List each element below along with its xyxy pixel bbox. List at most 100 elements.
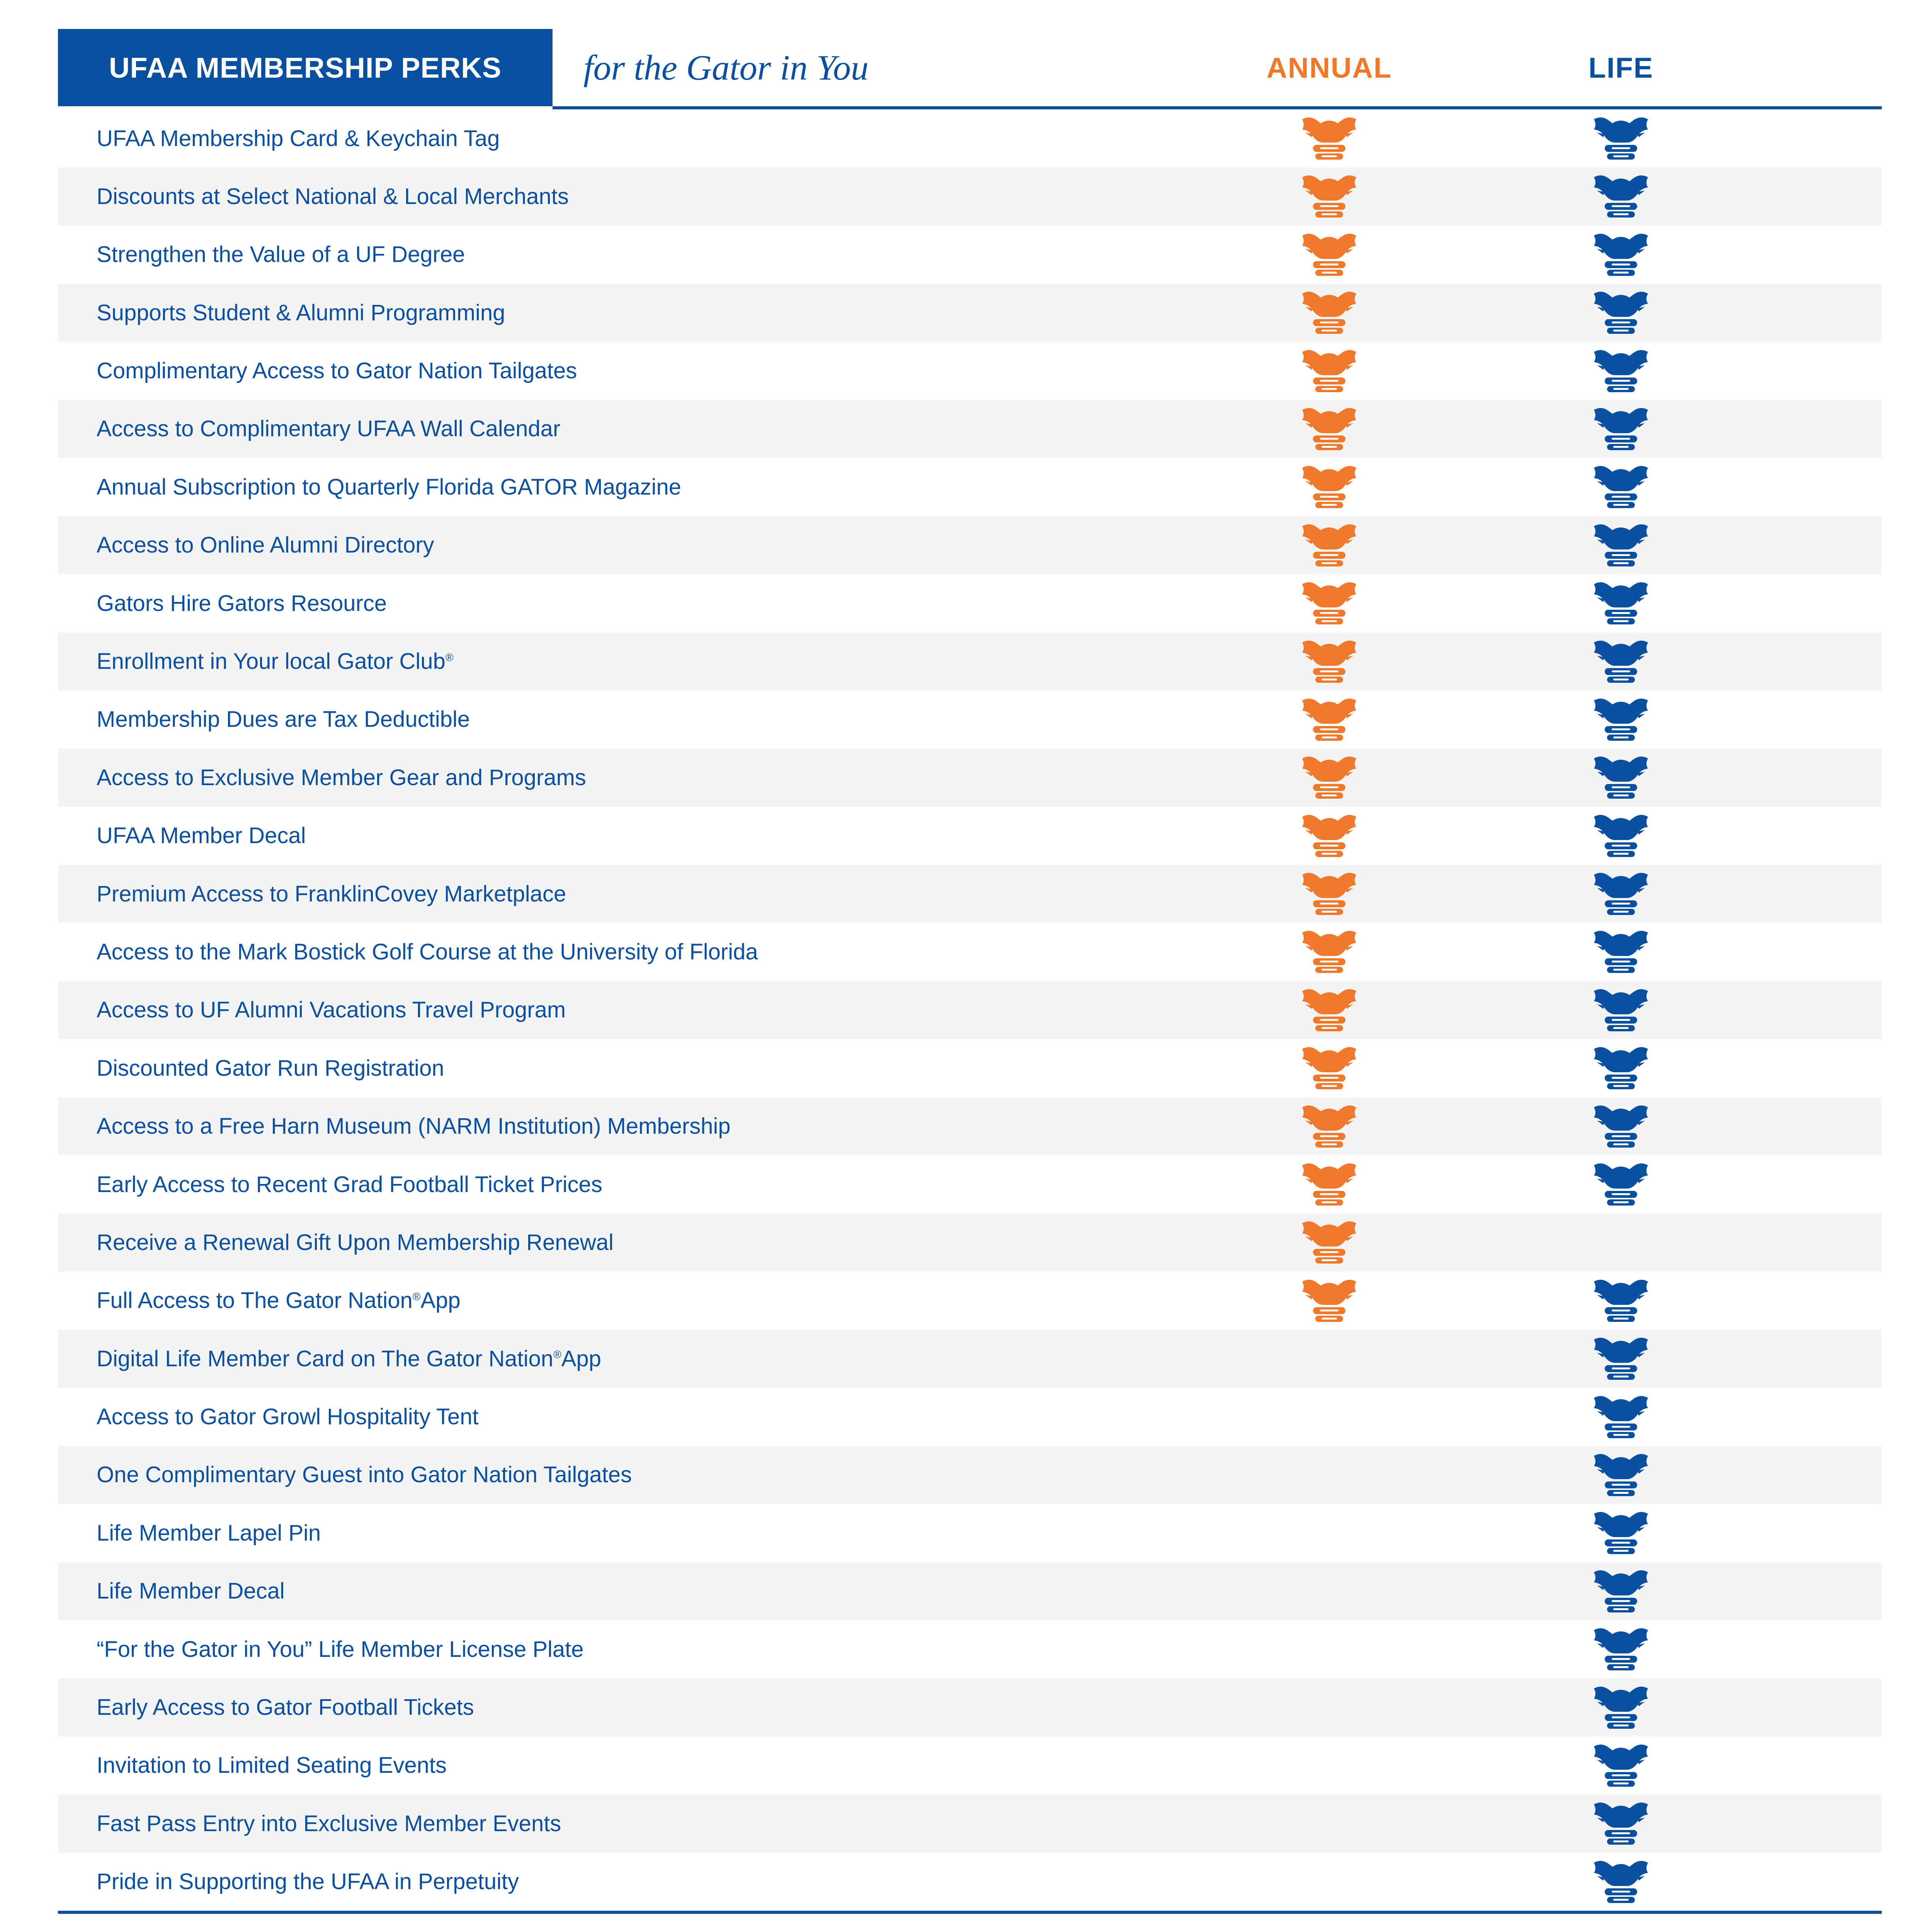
- perks-list: UFAA Membership Card & Keychain Tag Disco…: [58, 109, 1882, 1911]
- gator-head-icon: [1590, 347, 1652, 395]
- table-row: Fast Pass Entry into Exclusive Member Ev…: [58, 1794, 1882, 1853]
- perk-label-text: Premium Access to FranklinCovey Marketpl…: [97, 881, 566, 906]
- registered-mark: ®: [553, 1349, 561, 1361]
- gator-head-icon: [1590, 1567, 1652, 1616]
- gator-head-icon: [1590, 1276, 1652, 1325]
- perk-label-text: Pride in Supporting the UFAA in Perpetui…: [97, 1869, 519, 1895]
- table-row: Gators Hire Gators Resource: [58, 574, 1882, 632]
- gator-head-icon: [1590, 1857, 1652, 1906]
- perk-label-text: Fast Pass Entry into Exclusive Member Ev…: [97, 1811, 561, 1836]
- gator-head-icon: [1298, 230, 1360, 279]
- perk-label-text: UFAA Membership Card & Keychain Tag: [97, 126, 500, 151]
- registered-mark: ®: [412, 1290, 421, 1303]
- gator-head-icon: [1298, 1218, 1360, 1267]
- perk-label: Gators Hire Gators Resource: [97, 574, 387, 632]
- table-row: Life Member Decal: [58, 1562, 1882, 1621]
- perk-label-text: Discounted Gator Run Registration: [97, 1055, 444, 1081]
- perk-label: Early Access to Gator Football Tickets: [97, 1679, 474, 1736]
- perk-label-text: Full Access to The Gator Nation: [97, 1288, 413, 1313]
- perk-label: Access to a Free Harn Museum (NARM Insti…: [97, 1097, 731, 1155]
- perk-label: Life Member Lapel Pin: [97, 1504, 321, 1562]
- perk-label: Discounted Gator Run Registration: [97, 1039, 444, 1097]
- perk-label-text: Early Access to Gator Football Tickets: [97, 1695, 474, 1720]
- gator-head-icon: [1298, 1160, 1360, 1209]
- gator-head-icon: [1590, 753, 1652, 802]
- perk-label-text: Access to UF Alumni Vacations Travel Pro…: [97, 997, 566, 1023]
- table-row: Receive a Renewal Gift Upon Membership R…: [58, 1213, 1882, 1272]
- gator-head-icon: [1590, 521, 1652, 570]
- table-row: Pride in Supporting the UFAA in Perpetui…: [58, 1853, 1882, 1911]
- perk-label-text: Membership Dues are Tax Deductible: [97, 707, 470, 732]
- gator-head-icon: [1590, 288, 1652, 337]
- table-row: UFAA Membership Card & Keychain Tag: [58, 109, 1882, 167]
- perk-label-text: UFAA Member Decal: [97, 823, 306, 849]
- table-row: “For the Gator in You” Life Member Licen…: [58, 1620, 1882, 1678]
- table-row: Access to the Mark Bostick Golf Course a…: [58, 923, 1882, 981]
- perk-label: Access to UF Alumni Vacations Travel Pro…: [97, 981, 566, 1039]
- table-row: Access to Online Alumni Directory: [58, 516, 1882, 575]
- gator-head-icon: [1590, 869, 1652, 918]
- perk-label: Pride in Supporting the UFAA in Perpetui…: [97, 1853, 519, 1911]
- table-row: Supports Student & Alumni Programming: [58, 284, 1882, 342]
- gator-head-icon: [1298, 405, 1360, 453]
- perk-label: Early Access to Recent Grad Football Tic…: [97, 1155, 602, 1213]
- perk-label-text: Enrollment in Your local Gator Club: [97, 649, 446, 674]
- perk-label: Full Access to The Gator Nation ® App: [97, 1272, 461, 1330]
- gator-head-icon: [1298, 579, 1360, 628]
- table-row: Enrollment in Your local Gator Club ®: [58, 632, 1882, 690]
- perk-label: Supports Student & Alumni Programming: [97, 284, 505, 342]
- perks-table: UFAA MEMBERSHIP PERKS for the Gator in Y…: [58, 29, 1882, 1914]
- perk-label: Digital Life Member Card on The Gator Na…: [97, 1330, 601, 1388]
- gator-head-icon: [1298, 753, 1360, 802]
- perk-label-text: Gators Hire Gators Resource: [97, 590, 387, 616]
- table-row: Access to Gator Growl Hospitality Tent: [58, 1388, 1882, 1446]
- gator-head-icon: [1590, 1799, 1652, 1848]
- table-row: Access to UF Alumni Vacations Travel Pro…: [58, 981, 1882, 1039]
- gator-head-icon: [1590, 1451, 1652, 1499]
- gator-head-icon: [1298, 1102, 1360, 1151]
- gator-head-icon: [1590, 1683, 1652, 1732]
- perk-label: Discounts at Select National & Local Mer…: [97, 167, 569, 225]
- perk-label-text: Early Access to Recent Grad Football Tic…: [97, 1172, 602, 1197]
- gator-head-icon: [1590, 1044, 1652, 1092]
- table-row: Digital Life Member Card on The Gator Na…: [58, 1330, 1882, 1388]
- perk-label: UFAA Member Decal: [97, 807, 306, 865]
- gator-head-icon: [1590, 695, 1652, 744]
- perk-label: Enrollment in Your local Gator Club ®: [97, 633, 453, 690]
- table-row: Complimentary Access to Gator Nation Tai…: [58, 342, 1882, 400]
- table-row: Access to Complimentary UFAA Wall Calend…: [58, 400, 1882, 458]
- registered-mark: ®: [445, 651, 454, 663]
- perk-label: Membership Dues are Tax Deductible: [97, 690, 470, 748]
- gator-head-icon: [1590, 811, 1652, 860]
- perk-label-text: “For the Gator in You” Life Member Licen…: [97, 1636, 584, 1662]
- perk-label: “For the Gator in You” Life Member Licen…: [97, 1620, 584, 1678]
- gator-head-icon: [1590, 1160, 1652, 1209]
- perk-label-text: Invitation to Limited Seating Events: [97, 1753, 447, 1778]
- gator-head-icon: [1298, 1044, 1360, 1092]
- perk-label: Access to Complimentary UFAA Wall Calend…: [97, 400, 560, 458]
- perk-label-text: Digital Life Member Card on The Gator Na…: [97, 1346, 554, 1371]
- table-row: Strengthen the Value of a UF Degree: [58, 226, 1882, 284]
- perk-label-text: Access to Gator Growl Hospitality Tent: [97, 1404, 479, 1430]
- perk-label: Complimentary Access to Gator Nation Tai…: [97, 342, 577, 400]
- perk-label: Premium Access to FranklinCovey Marketpl…: [97, 865, 566, 923]
- perk-label-text: Access to Online Alumni Directory: [97, 532, 434, 558]
- gator-head-icon: [1590, 230, 1652, 279]
- gator-head-icon: [1590, 1741, 1652, 1790]
- gator-head-icon: [1298, 288, 1360, 337]
- gator-head-icon: [1590, 1102, 1652, 1151]
- table-row: One Complimentary Guest into Gator Natio…: [58, 1446, 1882, 1504]
- perk-label-text: Complimentary Access to Gator Nation Tai…: [97, 358, 577, 384]
- table-row: Annual Subscription to Quarterly Florida…: [58, 458, 1882, 516]
- table-row: Premium Access to FranklinCovey Marketpl…: [58, 865, 1882, 923]
- perk-label: Strengthen the Value of a UF Degree: [97, 226, 465, 284]
- table-header: UFAA MEMBERSHIP PERKS for the Gator in Y…: [58, 29, 1882, 106]
- gator-head-icon: [1298, 637, 1360, 686]
- gator-head-icon: [1298, 114, 1360, 163]
- perk-label: Annual Subscription to Quarterly Florida…: [97, 458, 681, 516]
- gator-head-icon: [1298, 172, 1360, 221]
- table-row: Invitation to Limited Seating Events: [58, 1736, 1882, 1794]
- gator-head-icon: [1590, 172, 1652, 221]
- perk-label: Access to Gator Growl Hospitality Tent: [97, 1388, 479, 1446]
- page-title: UFAA MEMBERSHIP PERKS: [58, 29, 553, 106]
